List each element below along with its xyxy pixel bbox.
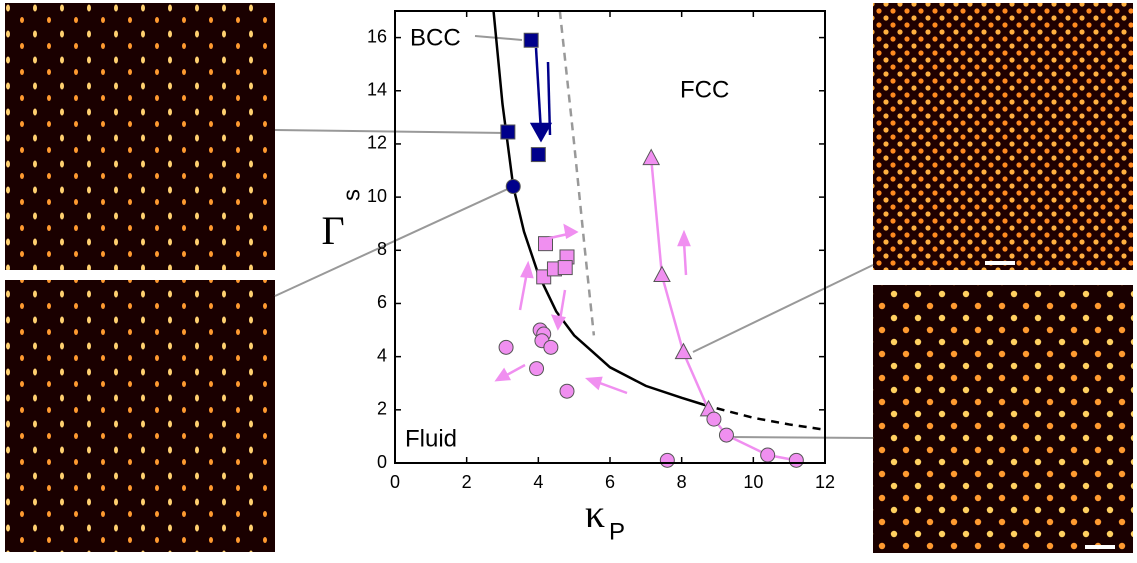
circle-marker [788, 452, 804, 468]
square-marker [530, 147, 546, 163]
circle-marker [706, 411, 722, 427]
x-tick-label: 4 [533, 472, 543, 492]
x-tick-label: 8 [677, 472, 687, 492]
y-tick-label: 8 [377, 239, 387, 259]
triangle-marker [653, 265, 671, 283]
annotation: BCC [410, 24, 461, 51]
square-marker [500, 124, 516, 140]
circle-marker [659, 452, 675, 468]
x-axis-label-subscript: P [609, 518, 625, 545]
micrograph [5, 280, 275, 552]
y-tick-label: 4 [377, 345, 387, 365]
connector [274, 186, 513, 297]
y-tick-label: 16 [367, 26, 387, 46]
micrographs [5, 3, 1133, 553]
square-marker [523, 32, 539, 48]
boundary-curve [702, 403, 825, 432]
circle-marker [543, 339, 559, 355]
plot-frame [394, 10, 826, 464]
y-axis-label: Γ [321, 208, 344, 253]
x-axis-label: κ [585, 491, 605, 536]
circle-marker [505, 178, 521, 194]
triangle-marker [642, 148, 661, 166]
x-tick-label: 2 [462, 472, 472, 492]
y-tick-label: 12 [367, 133, 387, 153]
connector [274, 129, 508, 134]
square-marker [557, 260, 573, 276]
connector [692, 264, 874, 353]
y-tick-label: 6 [377, 292, 387, 312]
arrows [494, 47, 691, 395]
trajectory-line [649, 158, 710, 411]
connectors [274, 35, 874, 439]
scale-bar [985, 261, 1015, 265]
y-tick-label: 2 [377, 399, 387, 419]
micrograph [873, 285, 1133, 553]
boundary-curve [558, 11, 596, 336]
circle-marker [718, 427, 734, 443]
y-tick-label: 0 [377, 452, 387, 472]
y-axis-label-subscript: s [338, 189, 365, 201]
connector [474, 35, 523, 41]
triangle-marker [674, 342, 693, 360]
circle-marker [760, 447, 776, 463]
plot: 0 2 4 6 8 10 12 0 2 4 6 8 10 12 14 16 [367, 10, 835, 492]
micrograph [873, 3, 1133, 270]
annotation: Fluid [405, 425, 457, 452]
circle-marker [559, 383, 575, 399]
circle-marker [529, 361, 545, 377]
x-tick-label: 12 [815, 472, 835, 492]
x-tick-label: 6 [605, 472, 615, 492]
annotation: FCC [680, 76, 729, 103]
micrograph [5, 3, 275, 270]
boundary-curve [492, 11, 704, 406]
scale-bar [1085, 545, 1115, 549]
trajectory-line [712, 418, 797, 462]
x-tick-label: 0 [390, 472, 400, 492]
x-tick-label: 10 [743, 472, 763, 492]
y-tick-label: 14 [367, 80, 387, 100]
y-tick-label: 10 [367, 186, 387, 206]
circle-marker [498, 339, 514, 355]
connector [729, 436, 874, 439]
